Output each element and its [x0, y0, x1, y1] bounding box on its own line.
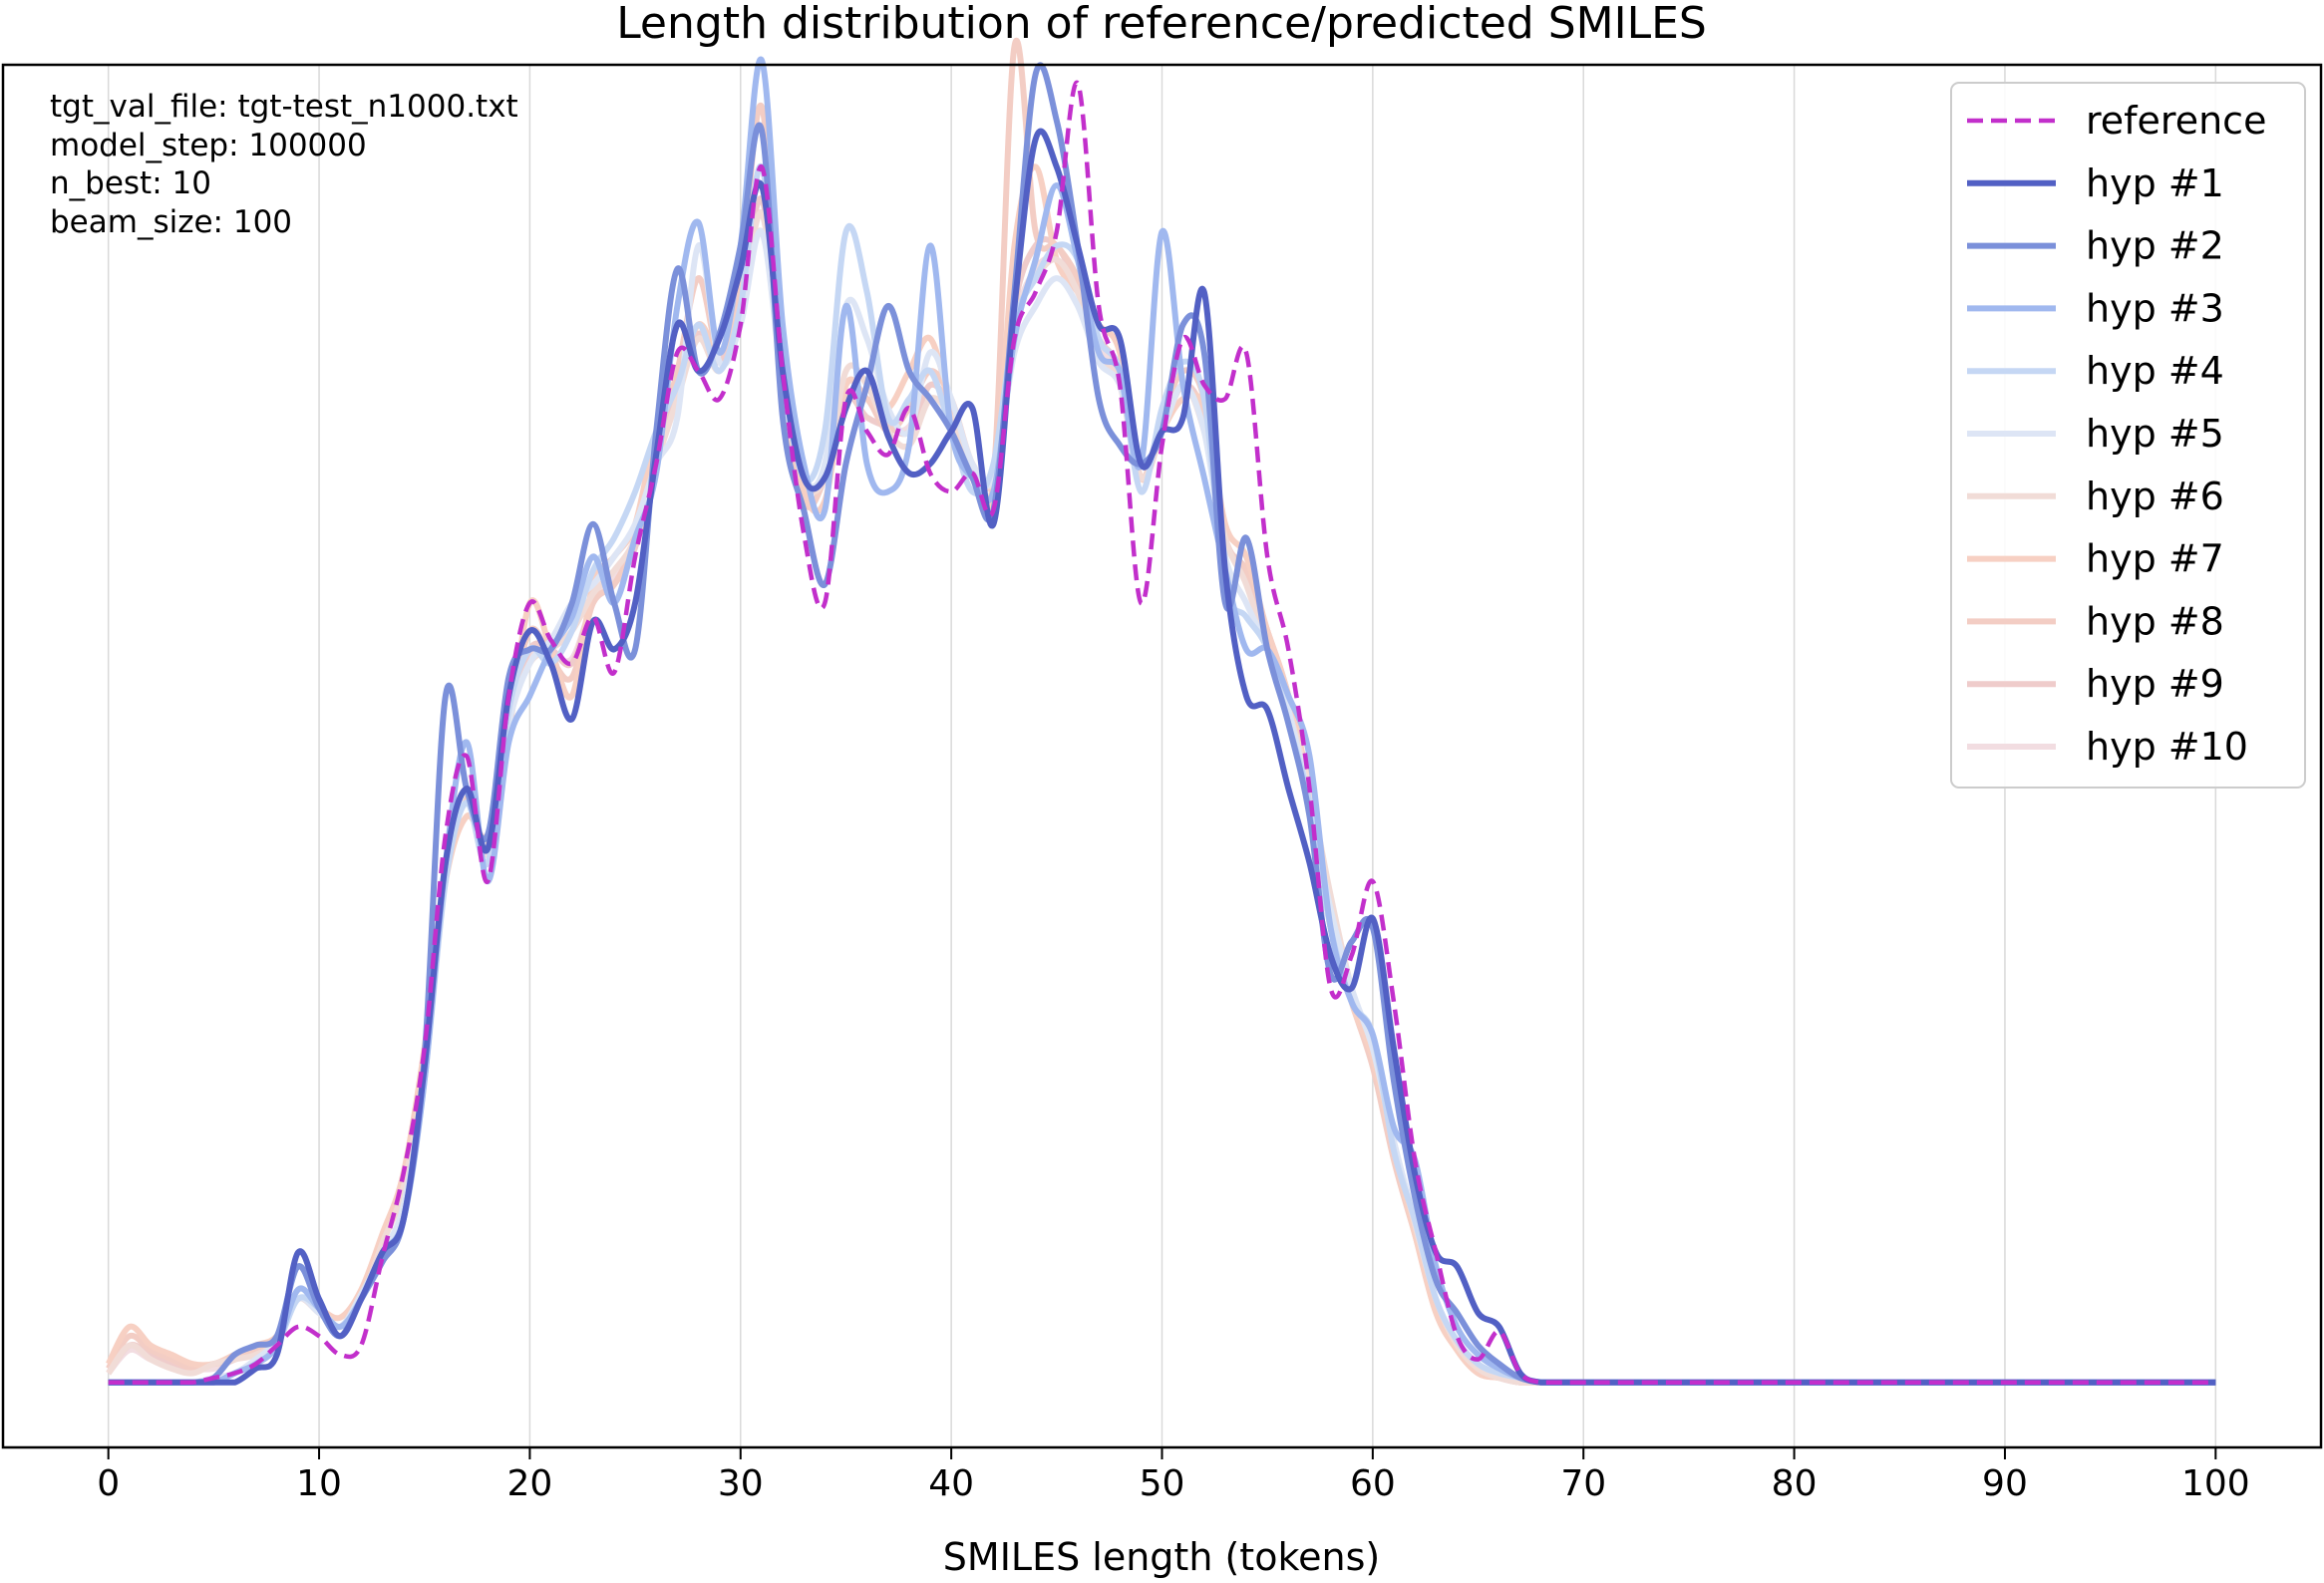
series-layer [106, 38, 2216, 1386]
chart-title: Length distribution of reference/predict… [616, 0, 1707, 49]
legend-label: hyp #7 [2086, 537, 2224, 581]
x-tick-label: 40 [928, 1463, 974, 1504]
x-tick-label: 50 [1140, 1463, 1185, 1504]
x-tick-label: 70 [1560, 1463, 1606, 1504]
legend-label: hyp #2 [2086, 224, 2224, 268]
legend-label: reference [2086, 99, 2266, 143]
info-line: n_best: 10 [50, 165, 211, 201]
legend-label: hyp #4 [2086, 349, 2224, 393]
legend-label: hyp #6 [2086, 475, 2224, 518]
legend-label: hyp #1 [2086, 161, 2224, 205]
x-tick-label: 30 [718, 1463, 764, 1504]
info-block: tgt_val_file: tgt-test_n1000.txt model_s… [50, 89, 518, 240]
info-line: beam_size: 100 [50, 204, 292, 240]
legend-label: hyp #8 [2086, 599, 2224, 643]
x-tick-label: 60 [1350, 1463, 1396, 1504]
series-line-hyp-1 [108, 128, 2216, 1386]
x-tick-label: 80 [1772, 1463, 1818, 1504]
legend-items: reference hyp #1 hyp #2 hyp #3 hyp #4 hyp #5 h… [1967, 99, 2266, 769]
series-line-hyp-7 [106, 163, 2216, 1386]
x-tick-label: 0 [97, 1463, 120, 1504]
x-tick-label: 20 [507, 1463, 553, 1504]
legend-label: hyp #10 [2086, 725, 2248, 769]
info-line: model_step: 100000 [50, 128, 367, 163]
legend-label: hyp #9 [2086, 662, 2224, 706]
legend-box [1950, 82, 2306, 789]
legend-label: hyp #3 [2086, 286, 2224, 330]
series-line-reference [108, 80, 2216, 1386]
info-line: tgt_val_file: tgt-test_n1000.txt [50, 89, 518, 125]
x-tick-label: 10 [296, 1463, 342, 1504]
legend: reference hyp #1 hyp #2 hyp #3 hyp #4 hyp #5 h… [1950, 82, 2306, 789]
x-tick-label: 100 [2181, 1463, 2250, 1504]
legend-label: hyp #5 [2086, 412, 2224, 456]
x-tick-label: 90 [1982, 1463, 2028, 1504]
tick-layer: 0 10 20 30 40 50 60 70 80 90 100 [97, 1447, 2250, 1504]
x-axis-label: SMILES length (tokens) [943, 1535, 1380, 1579]
